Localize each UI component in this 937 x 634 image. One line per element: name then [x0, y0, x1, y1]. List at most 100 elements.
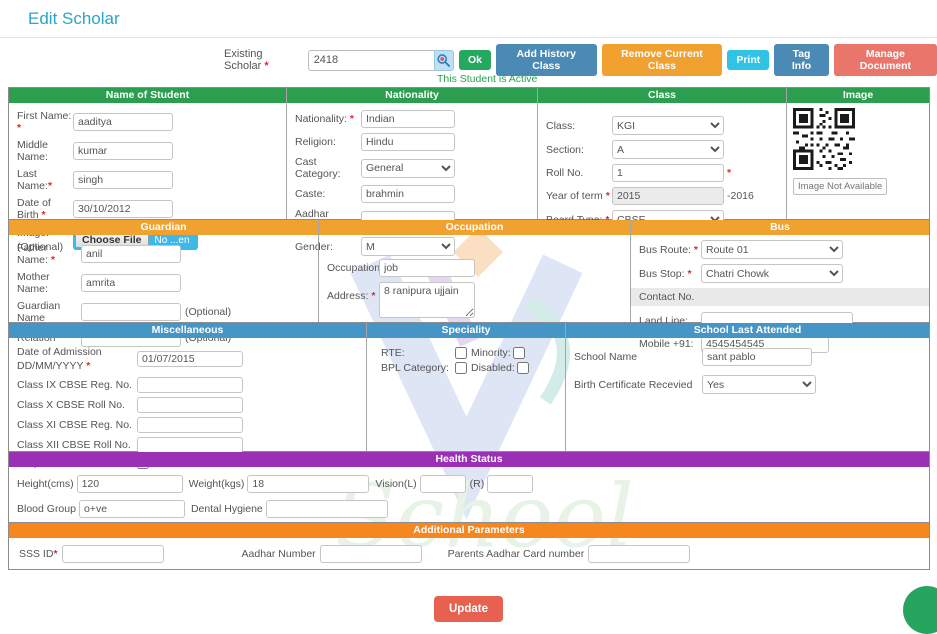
- guardian-name-input[interactable]: [81, 303, 181, 321]
- date-of-birth-label: Date of Birth *: [17, 197, 51, 221]
- middle-name-label: Middle Name:: [17, 139, 48, 163]
- bus-header: Bus: [631, 220, 929, 235]
- school-last-attended-header: School Last Attended: [566, 323, 929, 338]
- search-scholar-button[interactable]: [433, 49, 454, 71]
- file-chosen-text: No ...en: [154, 234, 190, 246]
- nationality-label: Nationality: *: [295, 113, 354, 125]
- name-of-student-header: Name of Student: [9, 88, 286, 103]
- tag-info-button[interactable]: Tag Info: [774, 44, 829, 76]
- caste-input[interactable]: [361, 185, 455, 203]
- class-xii-roll-input[interactable]: [137, 437, 243, 454]
- ap-aadhar-number-input[interactable]: [319, 545, 422, 563]
- health-row-2: Blood Group Dental Hygiene: [17, 500, 929, 518]
- blood-group-input[interactable]: [78, 500, 185, 518]
- field-year-of-term: Year of term * -2016: [546, 187, 782, 205]
- year-of-term-suffix: -2016: [727, 190, 754, 202]
- weight-label: Weight(kgs): [188, 478, 245, 490]
- roll-no-input[interactable]: [612, 164, 724, 182]
- field-school-name: School Name: [574, 348, 925, 366]
- gender-select[interactable]: M: [361, 237, 455, 256]
- section-name-of-student: Name of Student First Name: * Middle Nam…: [9, 88, 287, 253]
- religion-input[interactable]: [361, 133, 455, 151]
- birth-certificate-select[interactable]: Yes: [702, 375, 816, 394]
- parents-aadhar-label: Parents Aadhar Card number: [447, 548, 585, 560]
- mother-name-input[interactable]: [81, 274, 181, 292]
- occupation-input[interactable]: [379, 259, 475, 277]
- bus-stop-select[interactable]: Chatri Chowk: [701, 264, 843, 283]
- class-xi-reg-input[interactable]: [137, 417, 243, 434]
- class-x-roll-input[interactable]: [137, 397, 243, 414]
- row-additional-parameters: Additional Parameters SSS ID* Aadhar Num…: [9, 523, 929, 569]
- image-not-available-label: Image Not Available: [793, 178, 888, 195]
- ok-button[interactable]: Ok: [458, 50, 491, 70]
- section-select[interactable]: A: [612, 140, 724, 159]
- father-name-input[interactable]: [81, 245, 181, 263]
- field-last-name: Last Name:*: [17, 168, 282, 192]
- vision-l-input[interactable]: [419, 475, 466, 493]
- field-class-xi-reg: Class XI CBSE Reg. No.: [17, 417, 362, 434]
- section-health-status: Health Status Height(cms) Weight(kgs) Vi…: [9, 452, 929, 522]
- vision-l-label: Vision(L): [375, 478, 417, 490]
- birth-certificate-label: Birth Certificate Recevied: [574, 378, 693, 391]
- field-bus-route: Bus Route: * Route 01: [639, 240, 929, 259]
- school-name-input[interactable]: [702, 348, 812, 366]
- section-label: Section:: [546, 143, 584, 156]
- disabled-checkbox[interactable]: [516, 362, 529, 374]
- cast-category-select[interactable]: General: [361, 158, 455, 178]
- middle-name-input[interactable]: [73, 142, 173, 160]
- page-title: Edit Scholar: [0, 0, 937, 38]
- field-class-ix-reg: Class IX CBSE Reg. No.: [17, 377, 362, 394]
- dental-hygiene-input[interactable]: [265, 500, 388, 518]
- row-misc-info: Miscellaneous Date of Admission DD/MM/YYY…: [9, 323, 929, 470]
- manage-document-button[interactable]: Manage Document: [833, 44, 937, 76]
- sss-id-input[interactable]: [61, 545, 164, 563]
- height-input[interactable]: [76, 475, 183, 493]
- bpl-category-checkbox[interactable]: [455, 362, 467, 374]
- ap-aadhar-number-label: Aadhar Number: [241, 548, 316, 560]
- date-of-birth-input[interactable]: [73, 200, 173, 218]
- class-ix-reg-input[interactable]: [137, 377, 243, 394]
- add-history-class-button[interactable]: Add History Class: [495, 44, 597, 76]
- field-birth-certificate: Birth Certificate Recevied Yes: [574, 375, 925, 394]
- class-ix-reg-label: Class IX CBSE Reg. No.: [17, 379, 132, 392]
- mother-name-label: Mother Name:: [17, 271, 50, 295]
- print-button[interactable]: Print: [727, 50, 770, 70]
- section-image: Image: [787, 88, 929, 219]
- address-label: Address: *: [327, 290, 376, 302]
- field-cast-category: Cast Category: General: [295, 156, 533, 180]
- existing-scholar-input[interactable]: [307, 49, 434, 71]
- field-nationality: Nationality: *: [295, 110, 533, 128]
- field-guardian-name: Guardian Name (Optional): [17, 300, 314, 324]
- existing-scholar-label: Existing Scholar *: [224, 48, 269, 72]
- section-school-last-attended: School Last Attended School Name Birth C…: [566, 323, 929, 451]
- address-textarea[interactable]: 8 ranipura ujjain: [379, 282, 475, 318]
- remove-current-class-button[interactable]: Remove Current Class: [601, 44, 723, 76]
- rte-label: RTE:: [381, 347, 405, 359]
- bus-route-select[interactable]: Route 01: [701, 240, 843, 259]
- year-of-term-label: Year of term *: [546, 190, 610, 202]
- field-mother-name: Mother Name:: [17, 271, 314, 295]
- gender-label: Gender:: [295, 240, 333, 253]
- first-name-input[interactable]: [73, 113, 173, 131]
- minority-checkbox[interactable]: [512, 347, 525, 359]
- vision-r-label: (R): [469, 478, 485, 490]
- additional-parameters-row: SSS ID* Aadhar Number Parents Aadhar Car…: [19, 545, 929, 563]
- vision-r-input[interactable]: [487, 475, 534, 493]
- date-of-admission-input[interactable]: [137, 351, 243, 368]
- nationality-input[interactable]: [361, 110, 455, 128]
- parents-aadhar-input[interactable]: [588, 545, 691, 563]
- school-name-label: School Name: [574, 351, 638, 363]
- chat-bubble-icon[interactable]: [903, 586, 937, 634]
- weight-input[interactable]: [247, 475, 370, 493]
- field-gender: Gender: M: [295, 237, 533, 256]
- field-caste: Caste:: [295, 185, 533, 203]
- field-bus-stop: Bus Stop: * Chatri Chowk: [639, 264, 929, 283]
- field-religion: Religion:: [295, 133, 533, 151]
- field-middle-name: Middle Name:: [17, 139, 282, 163]
- edit-scholar-form: School Name of Student First Name: * Mid…: [8, 87, 930, 570]
- rte-checkbox[interactable]: [455, 347, 467, 359]
- guardian-name-label: Guardian Name: [17, 300, 61, 324]
- class-xi-reg-label: Class XI CBSE Reg. No.: [17, 419, 132, 432]
- class-select[interactable]: KGI: [612, 116, 724, 135]
- last-name-input[interactable]: [73, 171, 173, 189]
